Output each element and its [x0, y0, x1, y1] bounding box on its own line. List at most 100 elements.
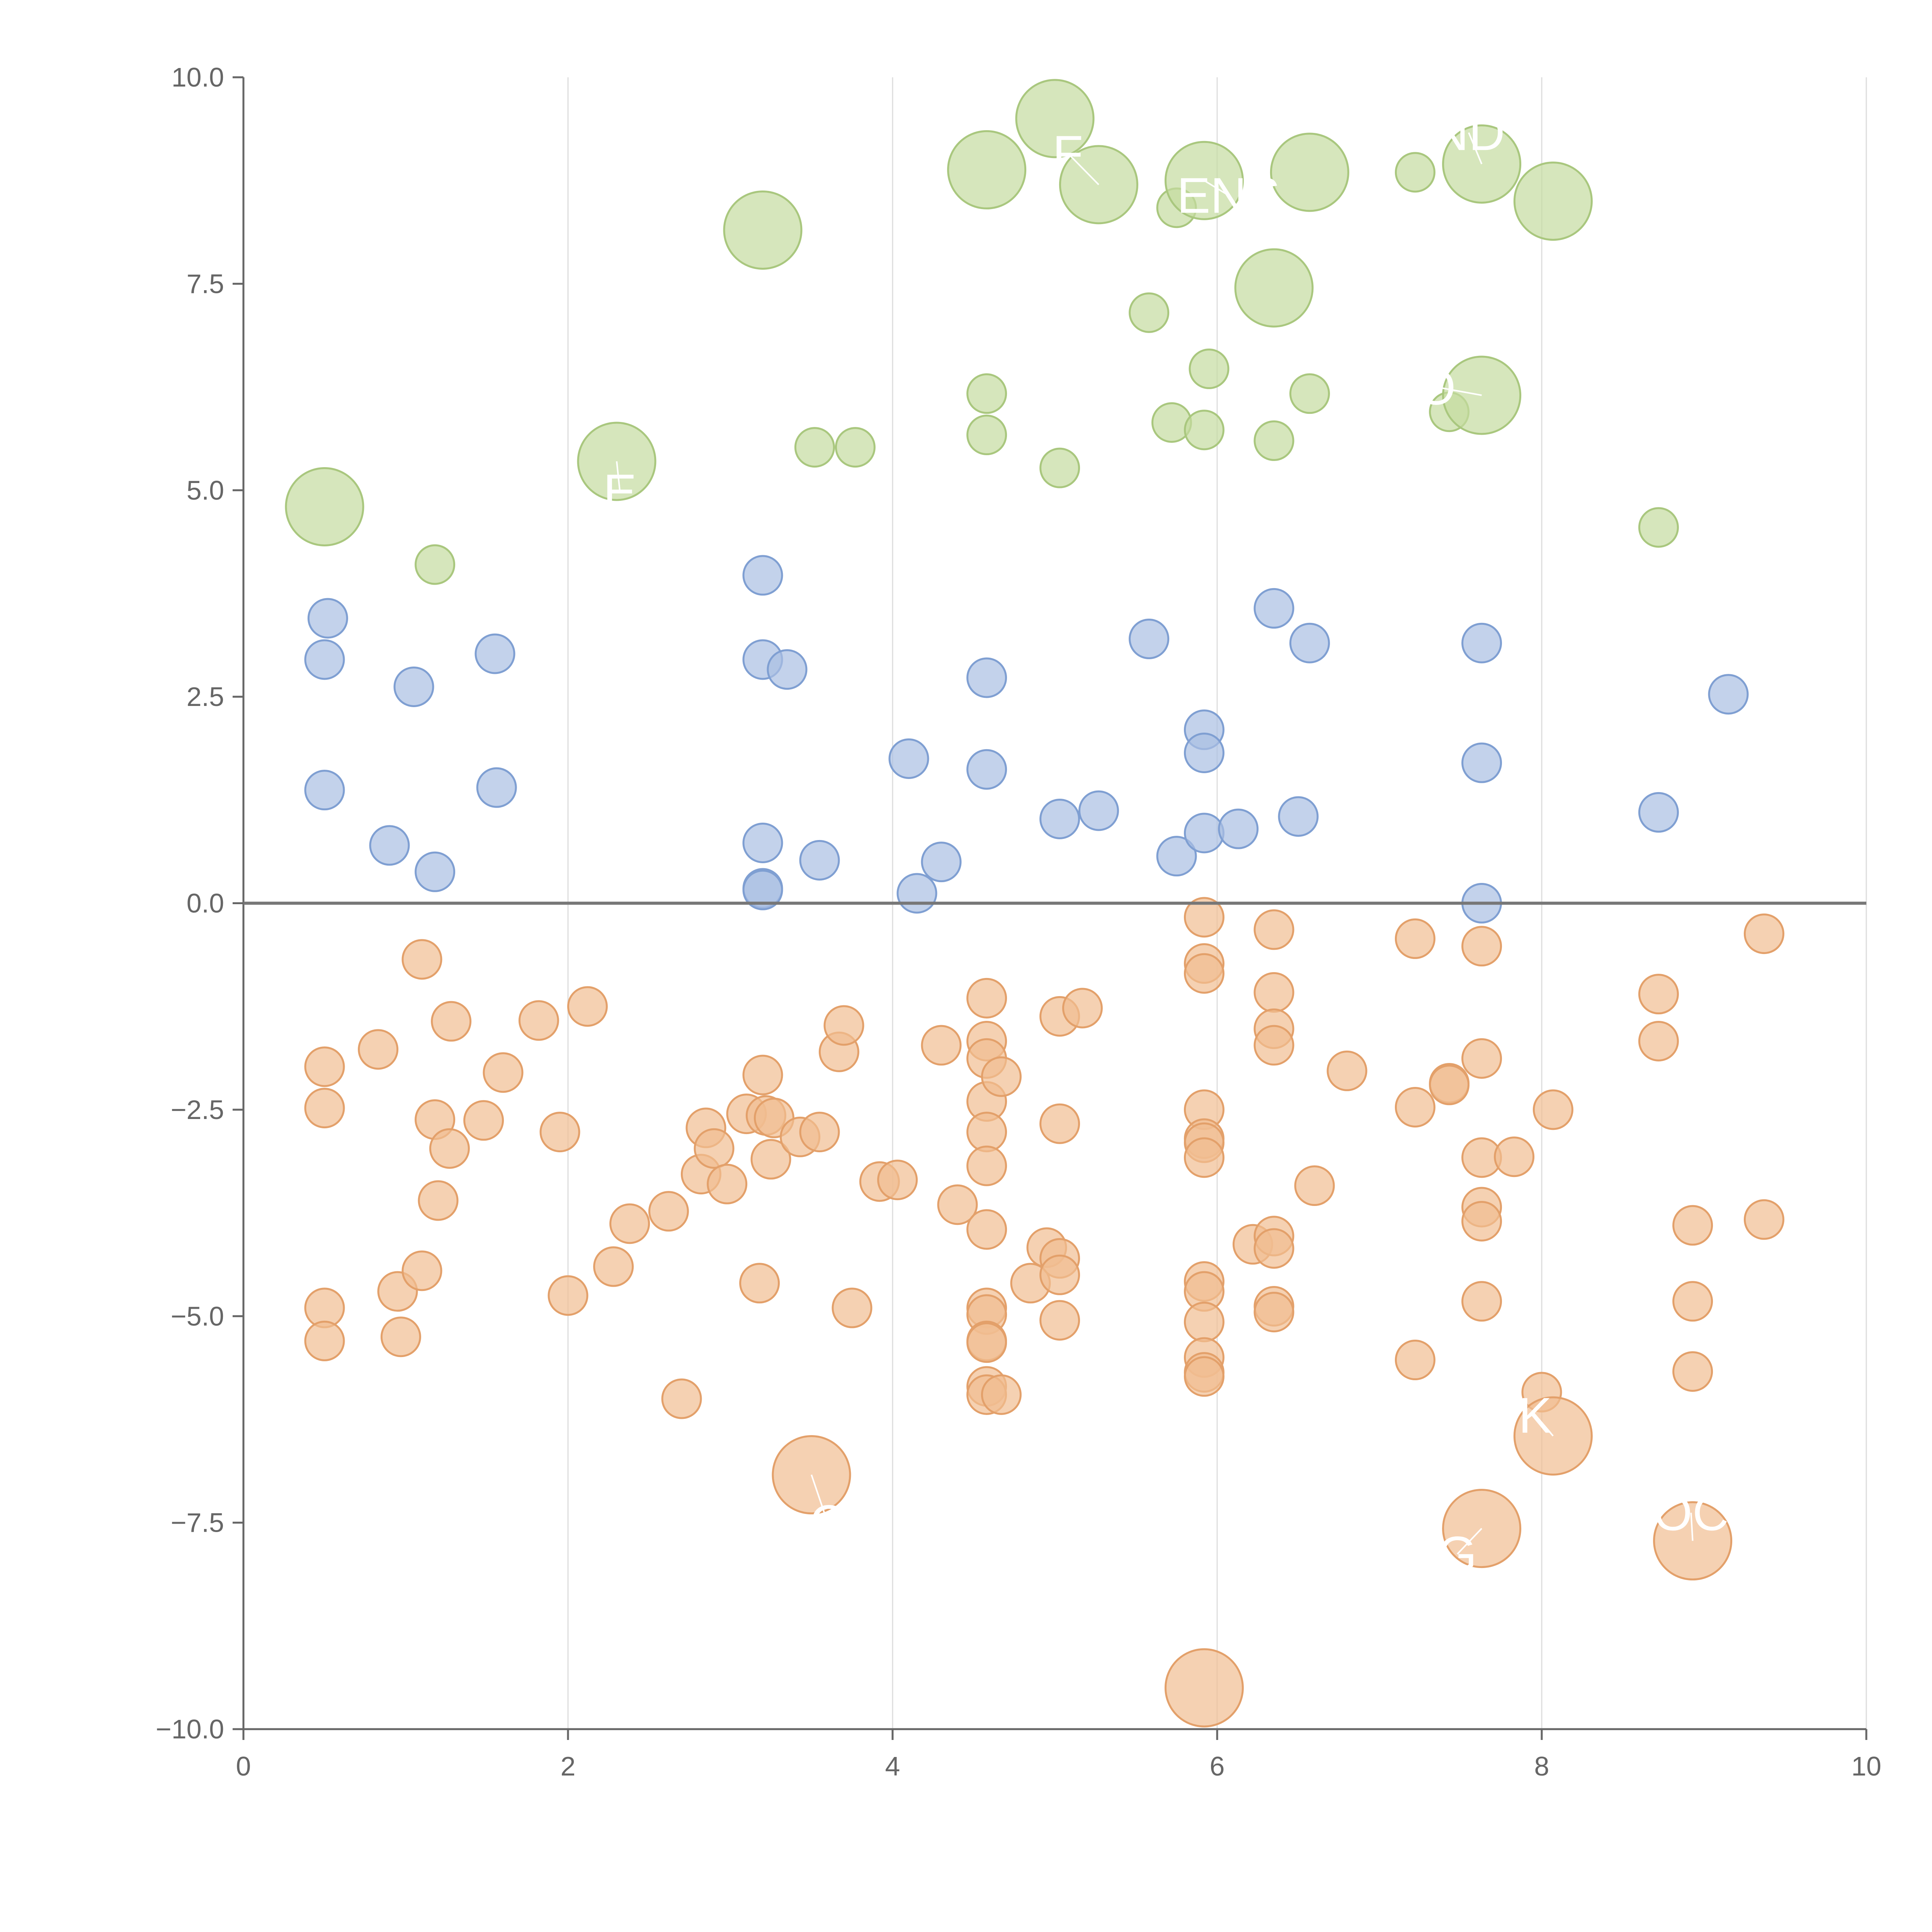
orange-bubble-21	[648, 1191, 689, 1232]
orange-bubble-0	[304, 1046, 345, 1087]
orange-bubble-37	[823, 1005, 864, 1046]
blue-bubble-30	[1289, 622, 1330, 663]
annotation-label-6: OC	[1653, 1485, 1729, 1541]
orange-bubble-8	[401, 1250, 442, 1291]
bubble-series	[285, 79, 1784, 1728]
blue-bubble-5	[415, 851, 456, 892]
blue-bubble-23	[1156, 836, 1197, 877]
green-bubble-6	[947, 130, 1027, 209]
orange-bubble-56	[981, 1056, 1022, 1097]
y-tick-label-0: −10.0	[156, 1714, 224, 1744]
blue-bubble-25	[1184, 732, 1225, 773]
annotation-leader-3	[1204, 180, 1229, 196]
orange-bubble-68	[1184, 953, 1225, 994]
x-tick-label-4: 8	[1534, 1751, 1549, 1781]
annotation-leader-7	[1457, 1528, 1483, 1555]
annotation-leader-4	[1468, 132, 1483, 165]
blue-bubble-21	[1078, 790, 1119, 831]
blue-bubble-26	[1184, 813, 1225, 854]
orange-bubble-114	[1743, 1199, 1784, 1240]
orange-bubble-12	[431, 1001, 472, 1042]
orange-bubble-90	[1327, 1050, 1367, 1091]
orange-bubble-4	[358, 1029, 399, 1070]
orange-bubble-65	[1062, 988, 1103, 1029]
orange-bubble-1	[304, 1088, 345, 1129]
blue-bubble-3	[369, 825, 410, 866]
blue-bubble-11	[742, 822, 783, 863]
blue-bubble-27	[1218, 808, 1259, 849]
orange-bubble-49	[966, 1209, 1007, 1250]
y-tick-label-4: 0.0	[187, 888, 224, 918]
annotation-leader-1	[1436, 386, 1482, 396]
green-bubble-7	[966, 373, 1007, 414]
orange-bubble-35	[799, 1112, 840, 1153]
x-tick-label-0: 0	[236, 1751, 251, 1781]
orange-bubble-88	[1253, 1292, 1294, 1333]
orange-bubble-78	[1184, 1356, 1225, 1397]
blue-bubble-7	[476, 767, 517, 808]
x-tick-label-2: 4	[885, 1751, 900, 1781]
blue-bubble-13	[742, 869, 783, 910]
orange-bubble-66	[1184, 897, 1225, 938]
orange-bubble-7	[401, 939, 442, 980]
orange-bubble-15	[518, 1000, 559, 1041]
y-tick-label-7: 7.5	[187, 269, 224, 299]
orange-bubble-93	[1395, 1340, 1435, 1381]
orange-bubble-29	[742, 1054, 783, 1095]
orange-bubble-20	[609, 1203, 650, 1244]
orange-bubble-53	[966, 1322, 1007, 1363]
orange-bubble-82	[1253, 972, 1294, 1013]
annotation-label-7: G	[1438, 1526, 1477, 1582]
orange-bubble-18	[567, 986, 608, 1027]
y-tick-label-3: −2.5	[171, 1095, 224, 1125]
green-bubble-10	[1039, 447, 1080, 488]
orange-bubble-92	[1395, 1087, 1435, 1128]
green-bubble-8	[966, 415, 1007, 456]
orange-bubble-103	[1494, 1136, 1535, 1177]
blue-bubble-20	[1039, 798, 1080, 839]
blue-bubble-14	[799, 840, 840, 881]
y-tick-label-5: 2.5	[187, 682, 224, 712]
blue-bubble-18	[966, 657, 1007, 698]
orange-bubble-109	[1672, 1205, 1713, 1246]
green-bubble-27	[1638, 507, 1679, 548]
orange-bubble-86	[1253, 1228, 1294, 1269]
blue-bubble-35	[1708, 674, 1749, 715]
annotation-label-8: C	[810, 1495, 846, 1551]
orange-bubble-107	[1638, 974, 1679, 1015]
green-bubble-4	[794, 427, 835, 468]
blue-bubble-2	[304, 770, 345, 811]
orange-bubble-28	[739, 1263, 780, 1304]
y-tick-label-2: −5.0	[171, 1301, 224, 1331]
green-bubble-26	[1513, 162, 1593, 241]
orange-bubble-19	[593, 1246, 634, 1287]
orange-bubble-89	[1294, 1165, 1335, 1206]
orange-bubble-72	[1184, 1137, 1225, 1178]
orange-bubble-105	[1532, 1089, 1573, 1130]
blue-bubble-28	[1253, 588, 1294, 629]
orange-bubble-95	[1429, 1065, 1470, 1105]
blue-bubble-34	[1638, 792, 1679, 833]
orange-bubble-11	[429, 1128, 470, 1169]
orange-bubble-6	[380, 1316, 421, 1357]
annotation-label-0: E	[603, 464, 637, 520]
annotation-leader-0	[616, 461, 621, 492]
blue-bubble-17	[921, 842, 962, 883]
orange-bubble-100	[1461, 1201, 1502, 1242]
orange-bubble-63	[1039, 1254, 1080, 1295]
orange-bubble-41	[921, 1025, 962, 1066]
x-tick-label-1: 2	[561, 1751, 576, 1781]
blue-bubble-31	[1461, 622, 1502, 663]
blue-bubble-0	[304, 639, 345, 680]
y-tick-label-8: 10.0	[172, 62, 224, 92]
annotation-leader-6	[1690, 1512, 1694, 1541]
orange-bubble-14	[483, 1052, 524, 1093]
orange-bubble-79	[1164, 1648, 1244, 1728]
annotation-label-2: F	[1053, 125, 1083, 182]
orange-bubble-38	[832, 1287, 872, 1328]
orange-bubble-97	[1461, 1038, 1502, 1079]
orange-bubble-113	[1743, 913, 1784, 954]
green-bubble-9	[1015, 79, 1095, 158]
annotation-label-3: ENS	[1177, 167, 1280, 224]
